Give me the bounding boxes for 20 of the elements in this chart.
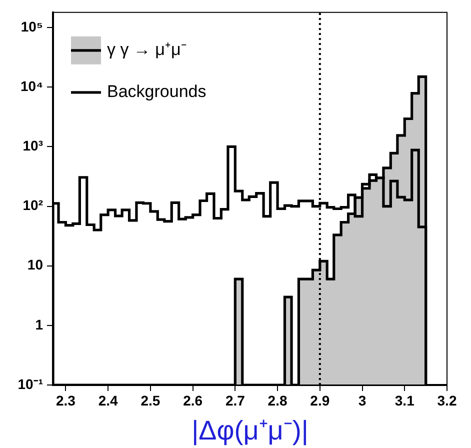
x-tick-label: 2.3: [56, 392, 76, 408]
x-tick-label: 3.2: [437, 392, 457, 408]
x-tick-label: 2.4: [98, 392, 118, 408]
y-tick-label: 1: [35, 316, 44, 332]
y-tick-label: 10²: [22, 197, 44, 214]
x-axis-title: |Δφ(μ⁺μ⁻)|: [192, 415, 308, 446]
x-tick-label: 2.7: [225, 392, 246, 408]
y-tick-label: 10⁴: [20, 78, 44, 94]
legend-label: γ γ → μ⁺μ⁻: [107, 40, 187, 60]
x-tick-label: 3.1: [394, 392, 415, 408]
y-tick-label: 10: [27, 256, 44, 273]
y-tick-label: 10⁵: [20, 18, 43, 34]
x-tick-label: 3: [358, 392, 366, 408]
x-tick-label: 2.9: [310, 392, 330, 408]
legend-label: Backgrounds: [107, 82, 206, 102]
y-tick-label: 10⁻¹: [18, 376, 44, 392]
x-tick-label: 2.6: [183, 392, 203, 408]
x-tick-label: 2.8: [268, 392, 288, 408]
x-tick-label: 2.5: [140, 392, 160, 408]
y-tick-label: 10³: [22, 138, 44, 154]
